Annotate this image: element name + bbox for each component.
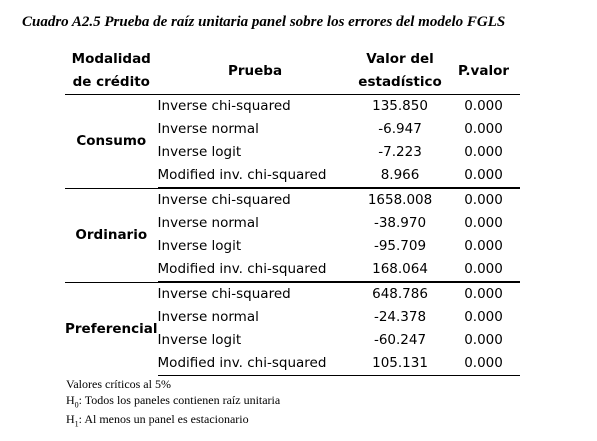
table-row: Preferencial Inverse chi-squared 648.786 0.… (65, 281, 520, 376)
test-name-cell: Inverse logit (157, 238, 242, 254)
header-modalidad: Modalidad de crédito (65, 48, 158, 95)
statistic-value-cell: -7.223 (378, 144, 422, 160)
test-name-cell: Inverse logit (157, 332, 242, 348)
p-value-cell: 0.000 (464, 332, 503, 348)
table-row: Inverse normal -6.947 0.000 (65, 118, 520, 141)
table-row: Consumo Inverse chi-squared 135.850 0.000 (65, 95, 520, 149)
group-label: Ordinario (65, 187, 158, 282)
table-row: Inverse normal -38.970 0.000 (65, 212, 520, 235)
unit-root-table: Modalidad de crédito Prueba Valor del esta… (65, 48, 520, 376)
table-row: Inverse logit -95.709 0.000 (65, 235, 520, 258)
table-row: Ordinario Inverse chi-squared 1658.008 0.00… (65, 187, 520, 282)
test-name-cell: Inverse chi-squared (157, 98, 291, 114)
p-value-cell: 0.000 (464, 121, 503, 137)
table-header-row: Modalidad de crédito Prueba Valor del esta… (65, 48, 520, 95)
p-value-cell: 0.000 (447, 281, 520, 306)
statistic-value-cell: 8.966 (380, 167, 420, 183)
statistic-value-cell: 648.786 (352, 281, 448, 306)
p-value-cell: 0.000 (464, 309, 503, 325)
table-title: Cuadro A2.5 Prueba de raíz unitaria pane… (22, 14, 506, 30)
test-name-cell: Modified inv. chi-squared (157, 167, 327, 183)
table-row: Modified inv. chi-squared 168.064 0.000 (65, 258, 520, 282)
statistic-value-cell: 135.850 (372, 98, 428, 114)
statistic-value-cell: -38.970 (373, 215, 427, 231)
statistic-value-cell: -60.247 (373, 332, 427, 348)
test-name-cell: Inverse normal (157, 121, 259, 137)
statistic-value-cell: -6.947 (378, 121, 422, 137)
p-value-cell: 0.000 (464, 144, 503, 160)
p-value-cell: 0.000 (464, 167, 503, 183)
note-critical-values: Valores críticos al 5% (66, 377, 171, 391)
group-label: Consumo (76, 132, 147, 149)
p-value-cell: 0.000 (447, 187, 520, 212)
p-value-cell: 0.000 (464, 238, 503, 254)
p-value-cell: 0.000 (464, 98, 503, 114)
table-body: Consumo Inverse chi-squared 135.850 0.000 In… (65, 95, 520, 376)
table-row: Inverse logit -7.223 0.000 (65, 141, 520, 164)
table-row: Inverse normal -24.378 0.000 (65, 306, 520, 329)
header-valor: Valor del estadístico (352, 48, 448, 95)
test-name-cell: Modified inv. chi-squared (157, 352, 353, 376)
table-notes: Valores críticos al 5% H0: Todos los pan… (66, 377, 280, 432)
statistic-value-cell: 168.064 (372, 261, 428, 277)
test-name-cell: Modified inv. chi-squared (157, 261, 327, 277)
header-pvalor: P.valor (447, 48, 520, 95)
table-row: Modified inv. chi-squared 105.131 0.000 (65, 352, 520, 376)
statistic-value-cell: -95.709 (373, 238, 427, 254)
test-name-cell: Inverse normal (157, 215, 259, 231)
group-label: Preferencial (65, 281, 158, 376)
test-name-cell: Inverse logit (157, 144, 242, 160)
statistic-value-cell: 105.131 (352, 352, 448, 376)
p-value-cell: 0.000 (464, 215, 503, 231)
table-row: Modified inv. chi-squared 8.966 0.000 (65, 164, 520, 188)
statistic-value-cell: 1658.008 (352, 187, 448, 212)
p-value-cell: 0.000 (447, 352, 520, 376)
test-name-cell: Inverse normal (157, 309, 259, 325)
table-row: Inverse logit -60.247 0.000 (65, 329, 520, 352)
statistic-value-cell: -24.378 (373, 309, 427, 325)
p-value-cell: 0.000 (464, 261, 503, 277)
note-h1: H1: Al menos un panel es estacionario (66, 412, 249, 429)
test-name-cell: Inverse chi-squared (157, 281, 353, 306)
test-name-cell: Inverse chi-squared (157, 187, 353, 212)
header-prueba: Prueba (157, 48, 353, 95)
note-h0: H0: Todos los paneles contienen raíz uni… (66, 392, 281, 409)
